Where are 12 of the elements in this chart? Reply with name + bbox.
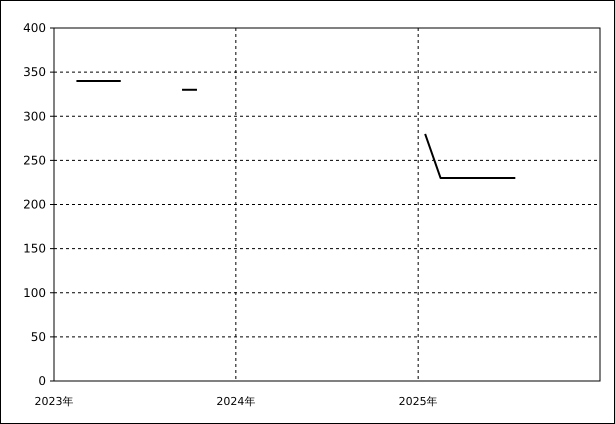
y-tick-label: 400	[23, 21, 46, 35]
y-tick-label: 250	[23, 153, 46, 168]
y-tick-label: 300	[23, 109, 46, 124]
y-tick-label: 100	[23, 286, 46, 300]
x-tick-label: 2023年	[34, 395, 74, 408]
y-tick-label: 50	[30, 330, 46, 344]
x-tick-label: 2025年	[398, 395, 438, 408]
y-tick-label: 0	[38, 374, 46, 388]
y-tick-label: 150	[23, 242, 46, 256]
x-tick-label: 2024年	[216, 395, 256, 408]
y-tick-label: 200	[23, 198, 46, 212]
y-tick-label: 350	[23, 65, 46, 80]
